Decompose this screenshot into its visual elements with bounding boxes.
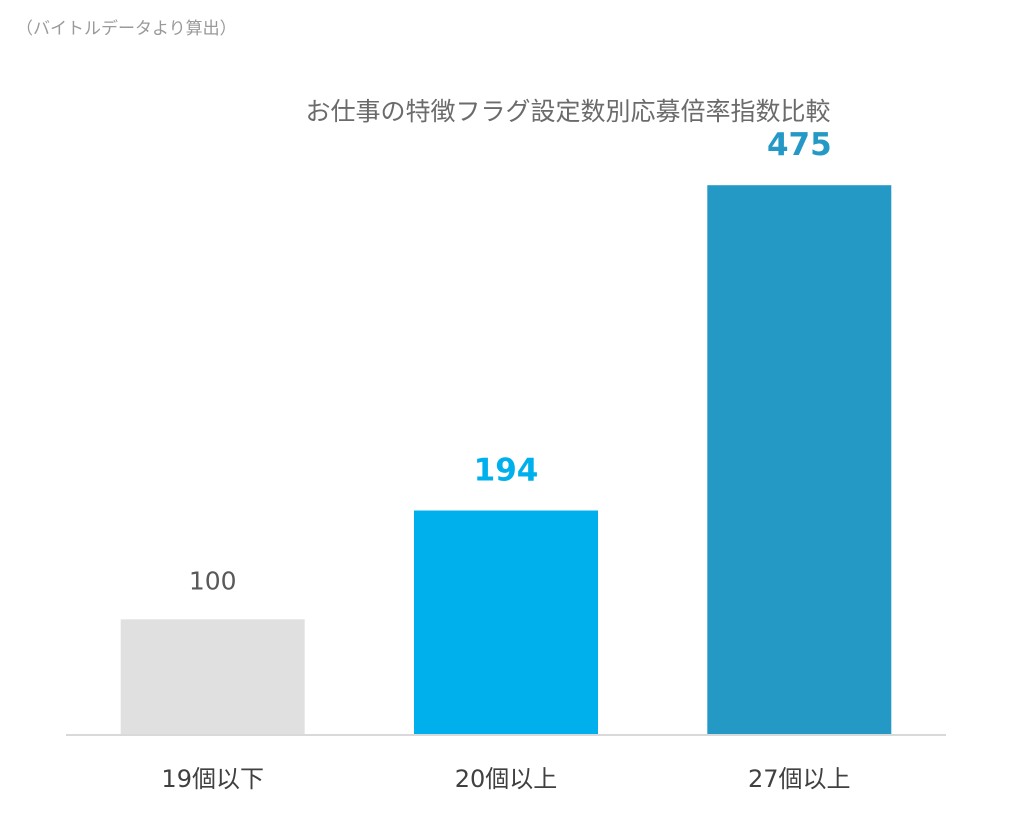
x-tick-label-2: 20個以上 xyxy=(455,765,558,793)
chart-title: お仕事の特徴フラグ設定数別応募倍率指数比較 xyxy=(305,97,830,126)
data-label-3: 475 xyxy=(767,127,832,163)
data-label-1: 100 xyxy=(189,566,237,595)
source-note: （バイトルデータより算出） xyxy=(16,19,237,39)
bars-layer: 100 19個以下 194 20個以上 475 27個以上 xyxy=(120,127,892,793)
x-tick-label-3: 27個以上 xyxy=(748,765,851,793)
bar-1 xyxy=(120,619,305,735)
x-tick-label-1: 19個以下 xyxy=(161,765,264,793)
bar-2 xyxy=(414,510,598,735)
data-label-2: 194 xyxy=(474,453,539,489)
bar-3 xyxy=(707,185,892,735)
